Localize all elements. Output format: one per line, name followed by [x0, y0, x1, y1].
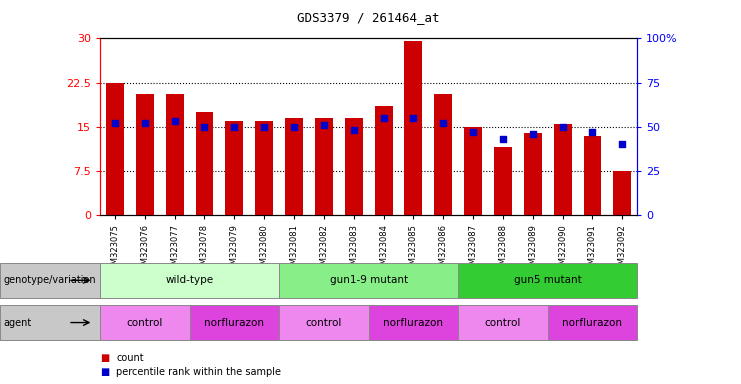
- Bar: [405, 41, 422, 215]
- Point: [587, 129, 599, 135]
- Bar: [494, 147, 512, 215]
- Point: [556, 124, 568, 130]
- Bar: [583, 136, 602, 215]
- Point: [408, 115, 419, 121]
- Point: [169, 118, 181, 124]
- Text: agent: agent: [4, 318, 32, 328]
- Point: [228, 124, 240, 130]
- Point: [617, 141, 628, 147]
- Text: count: count: [116, 353, 144, 363]
- Point: [259, 124, 270, 130]
- Text: ■: ■: [100, 353, 109, 363]
- Text: control: control: [306, 318, 342, 328]
- Bar: [554, 124, 571, 215]
- Text: norflurazon: norflurazon: [205, 318, 265, 328]
- Text: control: control: [485, 318, 521, 328]
- Bar: [285, 118, 303, 215]
- Text: GDS3379 / 261464_at: GDS3379 / 261464_at: [297, 12, 440, 25]
- Bar: [315, 118, 333, 215]
- Bar: [106, 83, 124, 215]
- Text: genotype/variation: genotype/variation: [4, 275, 96, 285]
- Text: norflurazon: norflurazon: [383, 318, 443, 328]
- Text: norflurazon: norflurazon: [562, 318, 622, 328]
- Point: [109, 120, 121, 126]
- Bar: [434, 94, 452, 215]
- Bar: [614, 171, 631, 215]
- Text: percentile rank within the sample: percentile rank within the sample: [116, 367, 282, 377]
- Bar: [464, 127, 482, 215]
- Bar: [345, 118, 362, 215]
- Bar: [524, 132, 542, 215]
- Text: gun1-9 mutant: gun1-9 mutant: [330, 275, 408, 285]
- Text: wild-type: wild-type: [165, 275, 213, 285]
- Point: [378, 115, 390, 121]
- Point: [139, 120, 150, 126]
- Point: [467, 129, 479, 135]
- Point: [527, 131, 539, 137]
- Bar: [136, 94, 154, 215]
- Point: [199, 124, 210, 130]
- Point: [348, 127, 359, 133]
- Bar: [225, 121, 243, 215]
- Point: [437, 120, 449, 126]
- Text: gun5 mutant: gun5 mutant: [514, 275, 582, 285]
- Text: control: control: [127, 318, 163, 328]
- Point: [288, 124, 300, 130]
- Bar: [255, 121, 273, 215]
- Point: [318, 122, 330, 128]
- Text: ■: ■: [100, 367, 109, 377]
- Bar: [166, 94, 184, 215]
- Bar: [375, 106, 393, 215]
- Point: [497, 136, 509, 142]
- Bar: [196, 112, 213, 215]
